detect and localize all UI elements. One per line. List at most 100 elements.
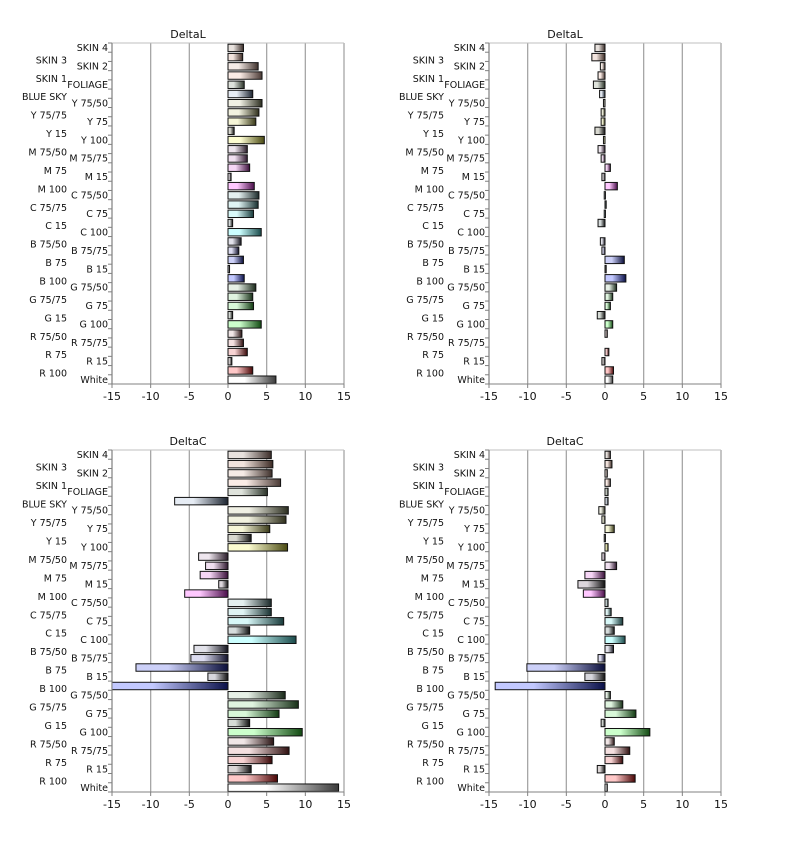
category-label: B 15 xyxy=(86,264,108,275)
category-label: M 100 xyxy=(415,184,444,195)
category-label: B 15 xyxy=(463,264,485,275)
bar-b-75-50 xyxy=(604,644,615,654)
bar-blue-sky xyxy=(604,496,609,506)
bar-m-75-75 xyxy=(600,154,606,163)
category-label: B 75/75 xyxy=(448,653,485,664)
bar-g-15 xyxy=(227,718,251,728)
bar-skin-3 xyxy=(227,459,274,469)
bar-r-15 xyxy=(227,764,252,774)
category-label: B 100 xyxy=(39,277,67,288)
category-label: G 75 xyxy=(86,301,108,312)
bar-skin-4 xyxy=(604,450,611,460)
category-label: C 75/50 xyxy=(448,191,485,202)
category-label: G 75/50 xyxy=(70,690,108,701)
category-label: G 75 xyxy=(463,709,485,720)
bar-skin-4 xyxy=(227,43,244,53)
category-label: SKIN 2 xyxy=(77,469,108,480)
bar-y-15 xyxy=(227,533,252,543)
bar-y-75-75 xyxy=(227,108,260,117)
category-label: M 75 xyxy=(44,166,67,177)
category-label: FOLIAGE xyxy=(444,487,485,498)
category-label: BLUE SKY xyxy=(22,499,67,510)
bar-c-75 xyxy=(604,617,624,626)
bar-b-75-50 xyxy=(227,237,242,246)
category-label: G 15 xyxy=(45,313,67,324)
bar-m-75-50 xyxy=(227,145,248,154)
category-label: Y 100 xyxy=(80,543,108,554)
category-label: M 15 xyxy=(85,172,108,183)
category-label: B 75/75 xyxy=(71,653,108,664)
category-label: M 75 xyxy=(44,573,67,584)
chart-top-left: DeltaL SKIN 4 SKIN 3 SKIN 2 SKIN 1FOLIAGEBL… xyxy=(22,28,351,403)
category-label: R 15 xyxy=(86,764,108,775)
category-label: White xyxy=(80,375,108,386)
category-label: Y 75/75 xyxy=(407,111,444,122)
bar-m-15 xyxy=(577,580,606,589)
bar-r-100 xyxy=(604,774,636,783)
bar-b-15 xyxy=(604,264,607,274)
category-label: C 75 xyxy=(86,617,108,628)
bar-y-75 xyxy=(227,524,271,534)
bar-skin-2 xyxy=(599,62,606,71)
bar-m-75 xyxy=(227,163,251,172)
bar-r-75 xyxy=(604,347,610,357)
category-label: G 100 xyxy=(79,320,108,331)
bar-r-15 xyxy=(596,764,606,774)
category-label: SKIN 4 xyxy=(454,450,485,461)
bar-blue-sky xyxy=(227,89,254,99)
x-tick-label: 10 xyxy=(675,390,689,403)
bar-m-75 xyxy=(604,163,611,172)
bar-b-75-75 xyxy=(601,246,606,255)
category-label: M 75/75 xyxy=(446,561,485,572)
bar-white xyxy=(227,375,277,384)
bar-b-15 xyxy=(584,672,606,681)
x-tick-label: -5 xyxy=(184,390,195,403)
bar-c-75 xyxy=(603,209,606,219)
category-label: R 75/75 xyxy=(71,338,108,349)
category-label: Y 15 xyxy=(422,129,444,140)
bar-b-100 xyxy=(604,274,627,283)
bar-skin-1 xyxy=(604,478,611,487)
category-label: C 100 xyxy=(80,635,108,646)
bar-g-75 xyxy=(604,301,611,311)
bar-y-75 xyxy=(227,117,257,126)
category-label: M 75/50 xyxy=(28,147,67,158)
category-label: SKIN 4 xyxy=(77,450,108,461)
category-label: G 100 xyxy=(79,727,108,738)
bar-y-75 xyxy=(600,117,606,126)
bar-c-15 xyxy=(227,218,234,228)
x-tick-label: -10 xyxy=(519,390,537,403)
category-label: White xyxy=(457,783,485,794)
bar-m-100 xyxy=(604,181,618,191)
category-label: SKIN 3 xyxy=(413,462,444,473)
category-label: M 15 xyxy=(85,580,108,591)
category-label: Y 75 xyxy=(463,117,485,128)
category-label: M 75/75 xyxy=(69,154,108,165)
chart-title: DeltaL xyxy=(547,28,583,41)
bar-y-15 xyxy=(227,126,235,136)
category-label: C 100 xyxy=(457,635,485,646)
bar-blue-sky xyxy=(599,89,606,99)
bar-g-75-50 xyxy=(227,283,257,292)
bar-b-100 xyxy=(494,681,606,691)
x-tick-label: 5 xyxy=(640,798,647,811)
bar-g-75-75 xyxy=(604,292,614,301)
category-label: C 75 xyxy=(86,209,108,220)
bar-c-75-75 xyxy=(227,607,272,617)
category-label: SKIN 2 xyxy=(454,469,485,480)
category-label: SKIN 2 xyxy=(77,62,108,73)
bar-b-75 xyxy=(135,663,229,672)
category-label: R 75/75 xyxy=(71,746,108,757)
x-tick-label: -5 xyxy=(561,390,572,403)
category-label: C 75/50 xyxy=(71,191,108,202)
chart-top-right: DeltaL SKIN 4 SKIN 3 SKIN 2 SKIN 1FOLIAGEBL… xyxy=(399,28,728,403)
bar-g-100 xyxy=(604,727,651,737)
category-label: G 75 xyxy=(463,301,485,312)
category-label: Y 75 xyxy=(86,524,108,535)
bar-m-15 xyxy=(227,172,232,182)
category-label: C 100 xyxy=(457,227,485,238)
bar-skin-1 xyxy=(227,478,282,487)
category-label: M 75 xyxy=(421,573,444,584)
category-label: C 75/75 xyxy=(30,203,67,214)
category-label: B 75 xyxy=(45,258,67,269)
